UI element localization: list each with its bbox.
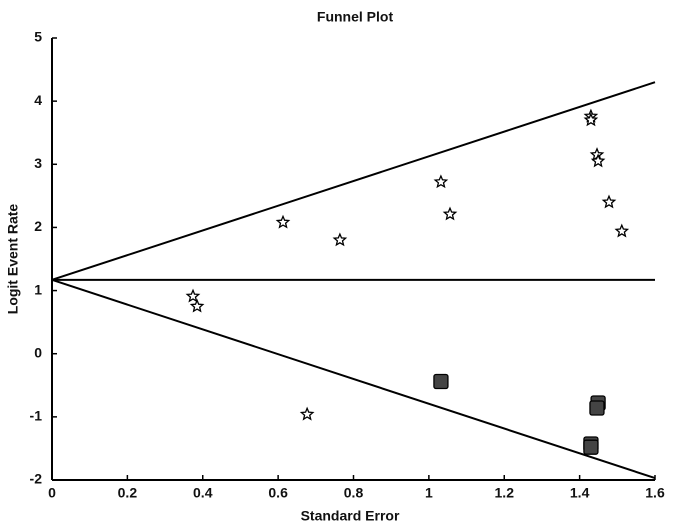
x-tick-label: 1.6: [645, 485, 665, 501]
star-point: [614, 223, 630, 238]
y-tick-label: 2: [34, 218, 42, 234]
y-tick-label: 0: [34, 344, 42, 360]
star-point: [299, 406, 315, 421]
y-tick-label: -2: [30, 471, 43, 487]
square-point: [433, 373, 449, 390]
x-tick-label: 0: [48, 485, 56, 501]
square-point: [583, 439, 599, 455]
star-point: [601, 194, 617, 209]
x-tick-label: 1.4: [570, 485, 590, 501]
x-tick-label: 1: [425, 485, 433, 501]
funnel-line: [51, 81, 656, 281]
y-axis-label: Logit Event Rate: [5, 204, 21, 315]
y-tick-label: -1: [30, 408, 43, 424]
star-point: [332, 232, 348, 247]
x-tick-label: 0.2: [118, 485, 138, 501]
star-point: [433, 174, 449, 189]
y-tick-label: 5: [34, 29, 42, 45]
star-point: [583, 112, 599, 127]
y-tick-label: 3: [34, 155, 42, 171]
star-point: [590, 153, 606, 168]
funnel-line: [51, 278, 656, 480]
x-tick-label: 1.2: [495, 485, 515, 501]
star-point: [442, 206, 458, 221]
star-point: [185, 288, 201, 303]
x-axis-label: Standard Error: [301, 508, 400, 524]
star-point: [275, 214, 291, 229]
square-point: [589, 400, 605, 416]
x-tick-label: 0.6: [268, 485, 288, 501]
y-tick-label: 4: [34, 92, 42, 108]
star-point: [189, 298, 205, 313]
chart-title: Funnel Plot: [317, 9, 394, 25]
y-tick-label: 1: [34, 281, 42, 297]
x-tick-label: 0.4: [193, 485, 213, 501]
x-tick-label: 0.8: [344, 485, 364, 501]
